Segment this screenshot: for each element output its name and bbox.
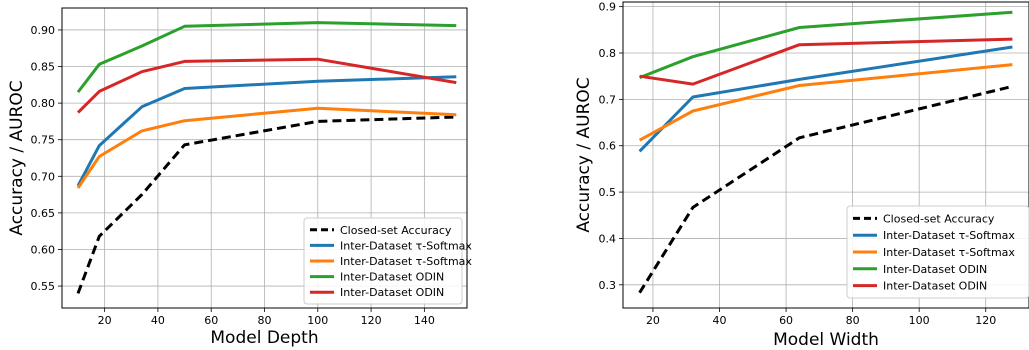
legend-box — [846, 205, 1029, 299]
series-line-4 — [639, 37, 1013, 86]
x-tick-label: 80 — [846, 314, 860, 327]
x-tick-label: 20 — [646, 314, 660, 327]
x-axis-label: Model Width — [773, 330, 879, 350]
x-tick-label: 120 — [975, 314, 996, 327]
legend-label-3: Inter-Dataset ODIN — [883, 263, 987, 276]
series-line-0 — [76, 115, 457, 294]
series-line-3 — [639, 10, 1013, 79]
series-line-3 — [76, 21, 457, 94]
y-tick-label: 0.60 — [31, 243, 56, 256]
x-tick-label: 100 — [909, 314, 930, 327]
y-tick-label: 0.65 — [31, 207, 56, 220]
x-axis-label: Model Depth — [210, 328, 318, 348]
series-line-0 — [638, 84, 1013, 294]
y-tick-label: 0.8 — [599, 47, 617, 60]
legend-label-2: Inter-Dataset τ-Softmax — [883, 246, 1015, 259]
y-tick-label: 0.7 — [599, 93, 617, 106]
x-tick-label: 40 — [713, 314, 727, 327]
y-tick-label: 0.75 — [31, 134, 56, 147]
legend-label-0: Closed-set Accuracy — [883, 212, 995, 225]
x-tick-label: 120 — [361, 314, 382, 327]
axes-frame — [622, 1, 1029, 309]
y-tick-label: 0.90 — [31, 24, 56, 37]
x-tick-label: 40 — [151, 314, 165, 327]
legend-label-4: Inter-Dataset ODIN — [883, 280, 987, 293]
y-tick-label: 0.85 — [31, 61, 56, 74]
chart-width: 20 40 60 80 100 120 0.3 0.4 0.5 0.6 0.7 0.8 0.9 Model… — [574, 1, 1029, 350]
axes-frame — [61, 7, 468, 309]
legend-label-3: Inter-Dataset ODIN — [340, 271, 444, 284]
y-tick-label: 0.55 — [31, 280, 56, 293]
series-line-2 — [638, 63, 1013, 142]
legend: Closed-set Accuracy Inter-Dataset τ-Softm… — [303, 217, 472, 305]
series-line-2 — [76, 106, 457, 189]
x-tick-label: 60 — [779, 314, 793, 327]
legend-label-1: Inter-Dataset τ-Softmax — [340, 239, 472, 252]
chart-depth: 20 40 60 80 100 120 140 0.55 0.60 0.65 0.70 0.75 0.8… — [7, 7, 472, 348]
x-tick-label: 60 — [204, 314, 218, 327]
y-axis-label: Accuracy / AUROC — [574, 77, 594, 232]
y-tick-label: 0.5 — [599, 186, 617, 199]
legend-box — [303, 217, 463, 305]
legend-label-2: Inter-Dataset τ-Softmax — [340, 255, 472, 268]
y-tick-label: 0.9 — [599, 1, 617, 14]
y-tick-label: 0.80 — [31, 97, 56, 110]
y-tick-label: 0.6 — [599, 140, 617, 153]
legend-label-0: Closed-set Accuracy — [340, 224, 452, 237]
x-tick-label: 80 — [258, 314, 272, 327]
series-line-4 — [76, 57, 457, 114]
y-tick-label: 0.4 — [599, 232, 617, 245]
x-tick-label: 140 — [414, 314, 435, 327]
x-tick-label: 100 — [307, 314, 328, 327]
legend: Closed-set Accuracy Inter-Dataset τ-Softm… — [846, 205, 1029, 299]
series-line-1 — [76, 75, 457, 187]
x-tick-label: 20 — [98, 314, 112, 327]
y-tick-label: 0.3 — [599, 279, 617, 292]
y-tick-label: 0.70 — [31, 170, 56, 183]
y-axis-label: Accuracy / AUROC — [7, 80, 27, 235]
legend-label-1: Inter-Dataset τ-Softmax — [883, 229, 1015, 242]
legend-label-4: Inter-Dataset ODIN — [340, 286, 444, 299]
